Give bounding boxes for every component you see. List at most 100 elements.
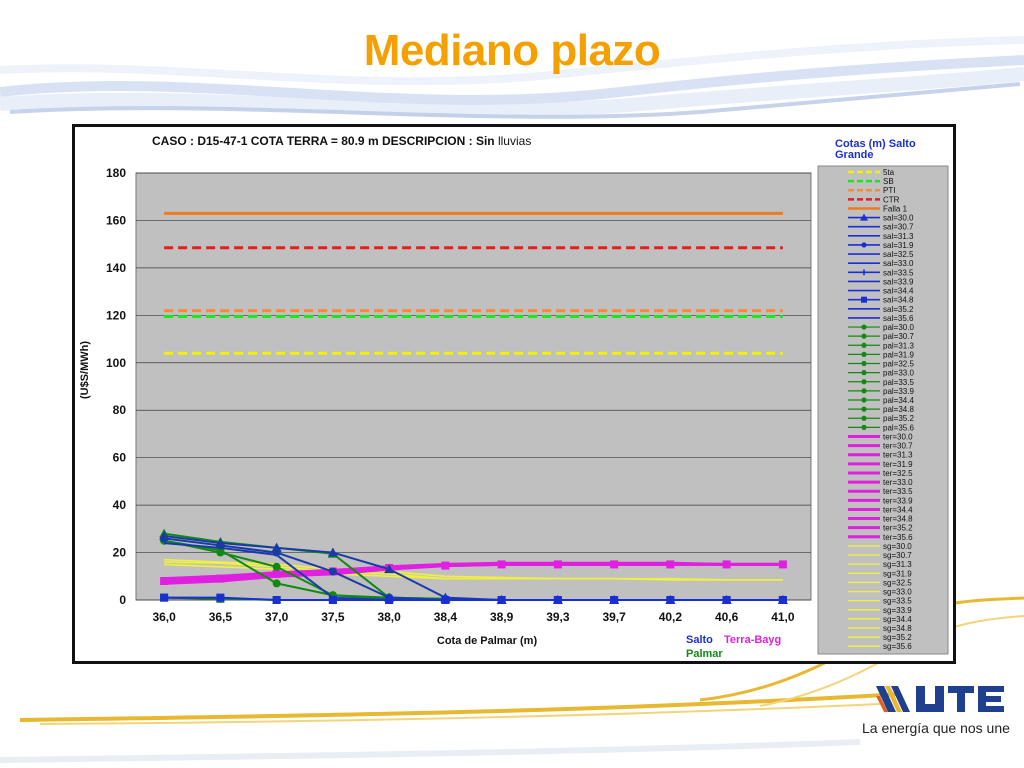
x-tick-label: 39,3 (546, 610, 570, 624)
legend-entry: pal=34.8 (848, 405, 914, 414)
data-point (328, 567, 337, 576)
legend-label: ter=33.0 (883, 478, 913, 487)
x-tick-label: 38,9 (490, 610, 514, 624)
x-tick-label: 38,4 (434, 610, 458, 624)
legend-label: sg=30.0 (883, 542, 912, 551)
legend-label: pal=30.0 (883, 323, 914, 332)
legend-label: CTR (883, 195, 900, 204)
y-tick-label: 180 (106, 166, 126, 180)
series-line (164, 596, 783, 601)
legend-label: sal=31.9 (883, 241, 914, 250)
data-point (272, 562, 281, 571)
legend-entry: ter=30.0 (848, 432, 913, 441)
legend-entry: sg=31.3 (848, 560, 912, 569)
y-tick-label: 100 (106, 356, 126, 370)
data-point (328, 596, 337, 604)
legend-entry: pal=35.6 (848, 423, 914, 432)
legend-label: ter=33.5 (883, 487, 913, 496)
legend-marker (861, 351, 867, 357)
legend-marker (861, 406, 867, 412)
legend-entry: PTI (848, 186, 895, 195)
legend-label: sal=31.3 (883, 232, 914, 241)
legend-label: ter=30.0 (883, 432, 913, 441)
legend-label: pal=33.5 (883, 378, 914, 387)
legend-label: sg=31.3 (883, 560, 912, 569)
legend-entry: pal=34.4 (848, 396, 914, 405)
top-swoosh (0, 36, 1024, 119)
legend-entry: ter=31.3 (848, 451, 913, 460)
legend-entry: pal=33.9 (848, 387, 914, 396)
legend-entry: sg=34.8 (848, 624, 912, 633)
legend-entry: pal=32.5 (848, 360, 914, 369)
legend-entry: sal=33.9 (848, 277, 914, 286)
legend-label: ter=35.2 (883, 524, 913, 533)
legend-label: sg=34.8 (883, 624, 912, 633)
legend-entry: sal=30.0 (848, 213, 914, 223)
legend-label: PTI (883, 186, 895, 195)
legend-entry: sg=30.7 (848, 551, 912, 560)
data-point (553, 596, 562, 604)
legend-entry: ter=33.9 (848, 496, 913, 505)
data-point (384, 564, 395, 574)
legend-label: pal=31.3 (883, 341, 914, 350)
y-tick-label: 60 (113, 451, 127, 465)
legend-label: pal=33.9 (883, 387, 914, 396)
legend-label: SB (883, 177, 894, 186)
legend-marker (861, 360, 867, 367)
legend-label: pal=34.8 (883, 405, 914, 414)
legend-entry: pal=31.3 (848, 341, 914, 350)
legend-entry: pal=33.0 (848, 369, 914, 378)
legend-entry: sg=33.0 (848, 588, 912, 597)
x-tick-label: 37,0 (265, 610, 289, 624)
legend-entry: ter=30.7 (848, 442, 913, 451)
legend-entry: ter=33.5 (848, 487, 913, 496)
legend-marker (861, 242, 867, 248)
legend-label: sal=32.5 (883, 250, 914, 259)
legend-label: sg=35.6 (883, 642, 912, 651)
y-tick-labels: 0 20 40 60 80 100 120 140 160 180 (106, 166, 126, 607)
y-tick-label: 120 (106, 308, 126, 322)
legend-entry: 5ta (848, 168, 895, 177)
legend-entry: sg=33.5 (848, 597, 912, 606)
legend-label: sg=30.7 (883, 551, 912, 560)
data-point (327, 547, 338, 557)
legend-entry: SB (848, 177, 894, 186)
data-point (272, 579, 281, 588)
legend-label: sal=35.6 (883, 314, 914, 323)
legend-label: ter=32.5 (883, 469, 913, 478)
data-point (666, 596, 675, 604)
legend-entry: ter=32.5 (848, 469, 913, 478)
series-line (164, 563, 783, 581)
legend-label: sg=33.9 (883, 606, 912, 615)
legend-marker (861, 269, 867, 276)
legend-marker (861, 296, 867, 303)
legend-entry: sal=33.5 (848, 268, 914, 277)
y-tick-label: 0 (119, 593, 126, 607)
legend-entry: pal=30.0 (848, 323, 914, 332)
x-axis-label: Cota de Palmar (m) (437, 635, 538, 647)
legend-label: pal=35.6 (883, 423, 914, 432)
legend-entry: sal=31.9 (848, 241, 914, 250)
legend-label: ter=33.9 (883, 496, 913, 505)
legend-label: ter=35.6 (883, 533, 913, 542)
data-point (160, 593, 169, 602)
legend-entry: Falla 1 (848, 204, 908, 213)
legend-entry: ter=34.8 (848, 515, 913, 524)
legend-marker (861, 379, 867, 385)
legend-marker (861, 397, 867, 403)
legend-label: sal=33.5 (883, 268, 914, 277)
y-tick-label: 80 (113, 403, 127, 417)
legend-entry: sal=31.3 (848, 232, 914, 241)
company-tagline: La energía que nos une (862, 720, 1010, 736)
legend-entry: sal=35.2 (848, 305, 914, 314)
legend-entry: ter=33.0 (848, 478, 913, 487)
legend-label: pal=30.7 (883, 332, 914, 341)
legend-label: sal=34.4 (883, 287, 914, 296)
x-tick-label: 38,0 (377, 610, 401, 624)
x-tick-label: 39,7 (602, 610, 626, 624)
legend-entry: sal=34.8 (848, 296, 914, 305)
legend-marker (861, 388, 867, 394)
data-point (722, 596, 731, 604)
